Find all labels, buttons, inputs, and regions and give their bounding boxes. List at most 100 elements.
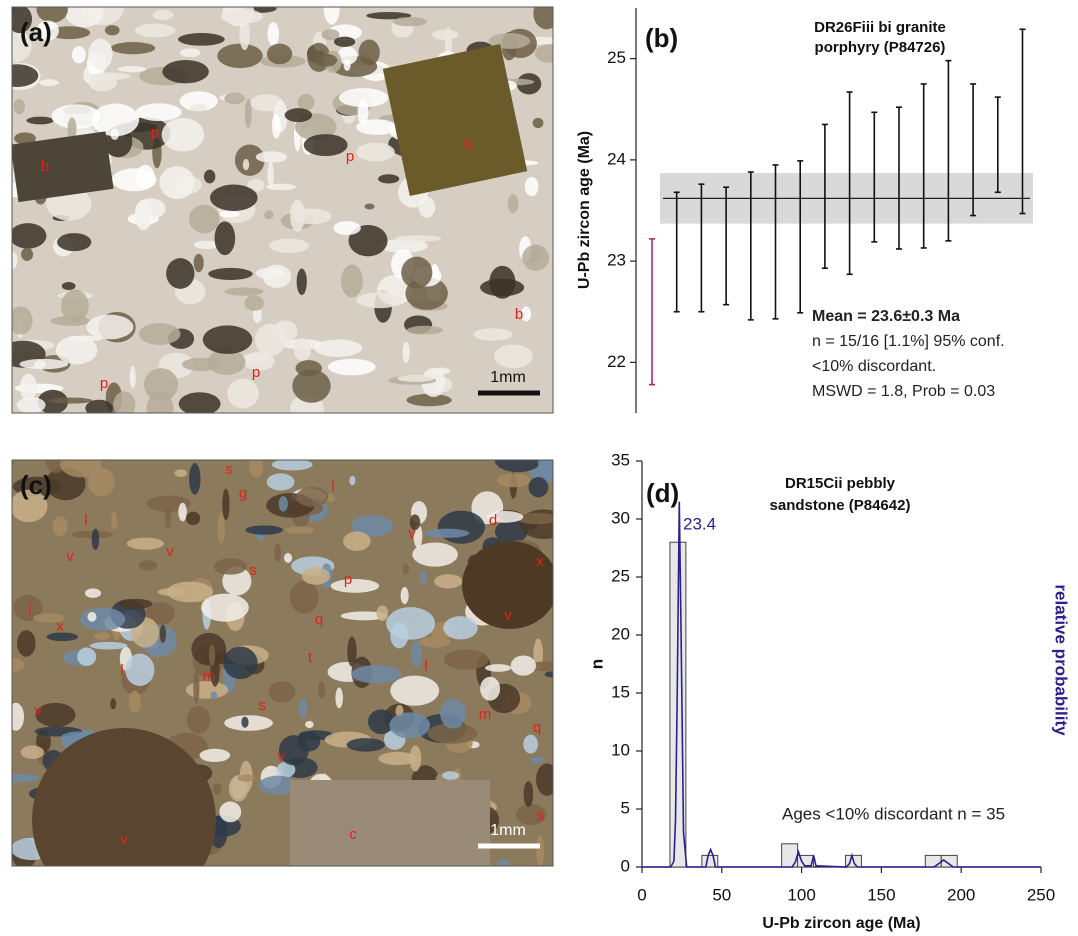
x-tick-label: 250 [1027, 885, 1055, 904]
grain [402, 342, 410, 364]
grain [348, 224, 388, 257]
grain [402, 564, 409, 575]
y-tick-label: 23 [607, 251, 626, 270]
grain [12, 64, 39, 87]
grain [66, 335, 102, 342]
grain [290, 199, 305, 232]
x-tick-label: 0 [637, 885, 646, 904]
grain [87, 468, 116, 497]
grain [36, 20, 59, 41]
grain [480, 676, 501, 701]
grain [473, 328, 513, 341]
annotation: n = 15/16 [1.1%] 95% conf. [812, 333, 1005, 350]
grain [178, 502, 187, 522]
grain [409, 745, 422, 772]
grain [245, 525, 284, 535]
grain [213, 558, 247, 575]
grain [67, 117, 77, 141]
grain [152, 9, 174, 20]
grain [440, 698, 467, 729]
grain [178, 392, 221, 413]
grain [534, 44, 553, 63]
y-tick-label: 24 [607, 149, 626, 168]
grain [228, 775, 249, 802]
clast [290, 780, 490, 866]
grain [247, 179, 265, 192]
clast [462, 541, 553, 629]
grain [55, 335, 98, 365]
grain [125, 653, 155, 687]
grain [419, 570, 427, 585]
grain [412, 542, 458, 567]
grain [71, 46, 86, 64]
grain [524, 176, 539, 197]
grain [12, 223, 47, 249]
grain [219, 801, 242, 823]
y-tick-label: 30 [611, 508, 630, 527]
grain [144, 368, 179, 402]
grain [87, 611, 97, 622]
grain [57, 233, 92, 252]
grain [529, 756, 545, 764]
grain [138, 323, 181, 345]
x-tick-label: 100 [787, 885, 815, 904]
grain [337, 46, 358, 65]
mineral-label: x [536, 553, 544, 570]
mineral-label: v [34, 702, 42, 719]
grain [179, 48, 201, 58]
x-tick-label: 150 [867, 885, 895, 904]
mineral-label: q [533, 719, 541, 736]
grain [202, 325, 253, 354]
grain [134, 23, 176, 38]
grain [162, 60, 209, 84]
grain [13, 594, 43, 621]
grain [223, 646, 258, 680]
grain [146, 391, 174, 413]
grain [321, 29, 340, 41]
histogram-bar [924, 854, 942, 868]
grain [51, 104, 101, 129]
grain [356, 292, 403, 309]
grain [356, 142, 395, 162]
grain [190, 103, 207, 112]
grain [164, 506, 172, 530]
grain [418, 636, 451, 648]
grain [278, 735, 309, 766]
grain [276, 761, 296, 778]
mineral-label: g [239, 485, 247, 502]
grain [390, 675, 440, 706]
grain [335, 687, 343, 709]
grain [343, 58, 351, 71]
grain [434, 574, 463, 589]
grain [129, 365, 136, 389]
grain [134, 199, 153, 231]
grain [507, 194, 519, 214]
scale-bar-label: 1mm [490, 822, 526, 839]
grain [91, 528, 100, 550]
mineral-label: t [308, 649, 313, 666]
y-tick-label: 20 [611, 624, 630, 643]
grain [409, 514, 421, 531]
grain [314, 53, 338, 67]
grain [61, 282, 76, 291]
grain [157, 588, 187, 596]
grain [431, 29, 459, 40]
grain [79, 607, 126, 631]
grain [91, 103, 140, 137]
grain [207, 349, 246, 375]
grain [338, 88, 389, 108]
grain [244, 295, 264, 311]
mineral-label: s [225, 461, 233, 478]
grain [333, 36, 356, 47]
grain [85, 399, 113, 413]
grain [242, 353, 269, 362]
mineral-label: l [84, 512, 87, 529]
grain [188, 204, 220, 234]
grain [210, 691, 218, 700]
grain [537, 460, 553, 477]
grain [208, 644, 216, 667]
grain [296, 486, 329, 507]
grain [48, 397, 93, 404]
